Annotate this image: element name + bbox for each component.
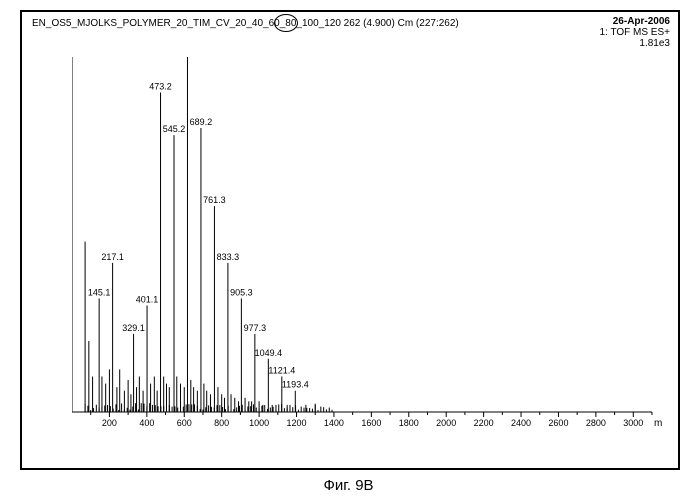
x-tick-label: 2000 xyxy=(436,418,456,428)
peak-label: 761.3 xyxy=(203,195,226,205)
peak-label: 473.2 xyxy=(149,82,172,92)
x-tick-label: 2200 xyxy=(474,418,494,428)
x-tick-label: 3000 xyxy=(623,418,643,428)
peak-label: 833.3 xyxy=(217,252,240,262)
method-line: 1: TOF MS ES+ xyxy=(600,27,671,38)
x-tick-label: 1600 xyxy=(361,418,381,428)
peak-label: 217.1 xyxy=(101,252,124,262)
acq-date: 26-Apr-2006 xyxy=(600,16,671,27)
x-tick-label: 2600 xyxy=(548,418,568,428)
x-tick-label: 200 xyxy=(102,418,117,428)
x-tick-label: 1400 xyxy=(324,418,344,428)
peak-label: 401.1 xyxy=(136,295,159,305)
x-tick-label: 1200 xyxy=(287,418,307,428)
header-right: 26-Apr-2006 1: TOF MS ES+ 1.81e3 xyxy=(600,16,671,49)
x-axis-label: m/z xyxy=(654,418,662,429)
figure-caption: Фиг. 9B xyxy=(0,477,697,494)
peak-label: 1193.4 xyxy=(282,380,309,390)
peak-label: 329.1 xyxy=(122,323,145,333)
sample-line: EN_OS5_MJOLKS_POLYMER_20_TIM_CV_20_40_60… xyxy=(32,18,459,29)
chart-frame: EN_OS5_MJOLKS_POLYMER_20_TIM_CV_20_40_60… xyxy=(20,10,680,470)
x-tick-label: 800 xyxy=(214,418,229,428)
x-tick-label: 1800 xyxy=(399,418,419,428)
circle-annotation xyxy=(274,14,298,32)
intensity-line: 1.81e3 xyxy=(600,38,671,49)
x-tick-label: 2400 xyxy=(511,418,531,428)
x-tick-label: 2800 xyxy=(586,418,606,428)
spectrum-plot: 200 400 600 800 1000 1200 1400 1600 1800 2000 2200… xyxy=(72,57,662,437)
peak-label: 977.3 xyxy=(244,323,267,333)
x-tick-label: 400 xyxy=(139,418,154,428)
peak-label: 689.2 xyxy=(190,117,213,127)
x-tick-label: 600 xyxy=(177,418,192,428)
peak-label: 145.1 xyxy=(88,287,111,297)
peak-label: 905.3 xyxy=(230,287,253,297)
peak-label: 1121.4 xyxy=(268,366,295,376)
peak-label: 545.2 xyxy=(163,124,186,134)
x-tick-label: 1000 xyxy=(249,418,269,428)
peak-label: 1049.4 xyxy=(255,348,283,358)
